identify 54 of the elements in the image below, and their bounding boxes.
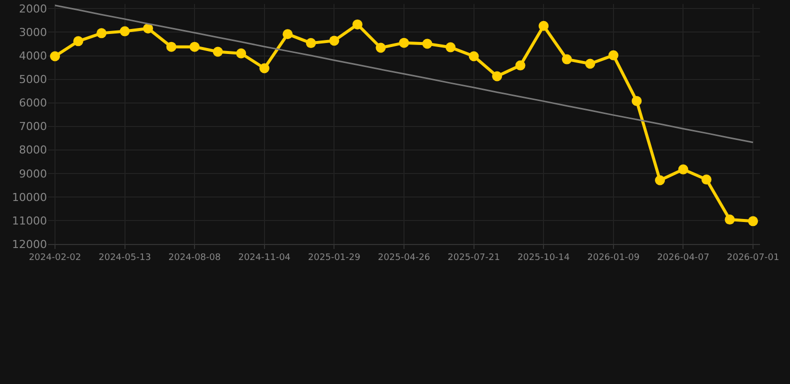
point <box>492 71 502 82</box>
x-tick-label: 2026-01-09 <box>587 252 640 263</box>
y-tick-label: 6000 <box>19 96 47 110</box>
point <box>166 42 176 52</box>
point <box>96 28 107 38</box>
x-tick-label: 2026-04-07 <box>657 252 710 263</box>
point <box>678 164 688 174</box>
point <box>352 19 362 30</box>
point <box>608 50 618 60</box>
point <box>701 174 712 185</box>
point <box>515 60 526 70</box>
point <box>259 63 270 74</box>
point <box>73 36 84 46</box>
x-tick-label: 2024-08-08 <box>168 252 222 263</box>
point <box>654 175 665 186</box>
point <box>724 214 735 225</box>
y-tick-label: 9000 <box>19 167 47 180</box>
y-tick-label: 2000 <box>19 2 47 16</box>
point <box>468 51 479 62</box>
y-tick-label: 7000 <box>19 120 47 134</box>
point <box>562 54 572 64</box>
point <box>50 51 60 62</box>
y-tick-label: 12000 <box>12 238 47 251</box>
y-tick-label: 5000 <box>19 73 47 86</box>
x-tick-label: 2026-07-01 <box>726 252 780 263</box>
point <box>236 48 246 58</box>
x-tick-label: 2025-10-14 <box>517 252 570 263</box>
point <box>329 36 340 46</box>
y-tick-label: 4000 <box>19 50 47 63</box>
point <box>399 38 409 48</box>
point <box>212 46 223 57</box>
y-tick-label: 11000 <box>12 214 47 228</box>
point <box>446 42 456 52</box>
x-tick-label: 2025-01-29 <box>308 252 361 263</box>
point <box>120 26 130 36</box>
line-series <box>54 4 754 144</box>
point <box>632 96 642 106</box>
x-tick-label: 2025-07-21 <box>448 252 500 263</box>
x-tick-label: 2024-05-13 <box>98 252 151 263</box>
y-tick-label: 10000 <box>12 190 47 204</box>
x-tick-label: 2024-02-02 <box>28 252 82 263</box>
point <box>143 23 154 34</box>
point <box>748 216 758 226</box>
point <box>585 58 596 69</box>
y-tick-label: 8000 <box>19 144 47 157</box>
point <box>190 42 200 52</box>
point <box>282 29 293 40</box>
x-tick-label: 2024-11-04 <box>238 252 291 263</box>
point <box>422 38 432 49</box>
point <box>306 38 316 48</box>
point <box>538 20 549 31</box>
x-tick-label: 2025-04-26 <box>378 252 430 263</box>
point <box>376 42 386 53</box>
y-tick-label: 3000 <box>19 26 47 40</box>
